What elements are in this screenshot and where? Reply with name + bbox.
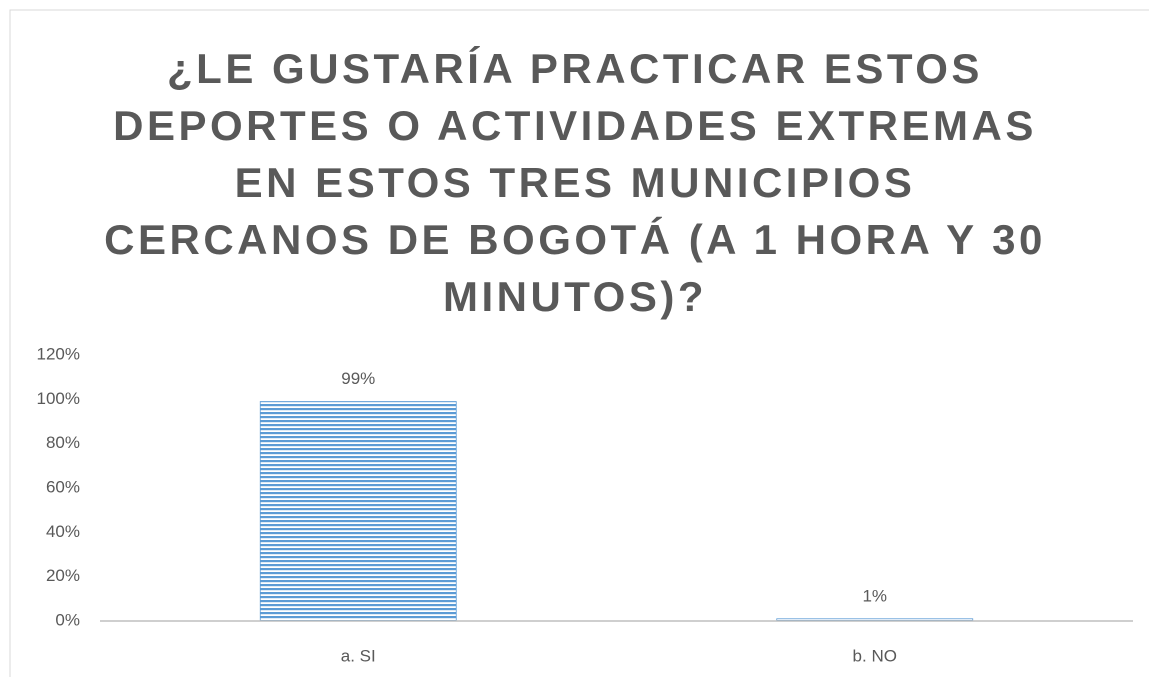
- y-tick-label: 120%: [37, 344, 80, 363]
- bar: [259, 401, 457, 622]
- x-tick-label: b. NO: [853, 646, 897, 665]
- data-label: 99%: [341, 369, 375, 388]
- y-tick-label: 60%: [46, 477, 80, 496]
- data-label: 1%: [862, 586, 887, 605]
- chart-border: [9, 9, 1149, 677]
- chart-title: ¿LE GUSTARÍA PRACTICAR ESTOS DEPORTES O …: [104, 45, 1046, 320]
- x-tick-label: a. SI: [341, 646, 376, 665]
- y-tick-label: 40%: [46, 522, 80, 541]
- y-tick-label: 80%: [46, 433, 80, 452]
- y-tick-label: 0%: [55, 610, 80, 629]
- y-tick-label: 100%: [37, 389, 80, 408]
- y-tick-label: 20%: [46, 566, 80, 585]
